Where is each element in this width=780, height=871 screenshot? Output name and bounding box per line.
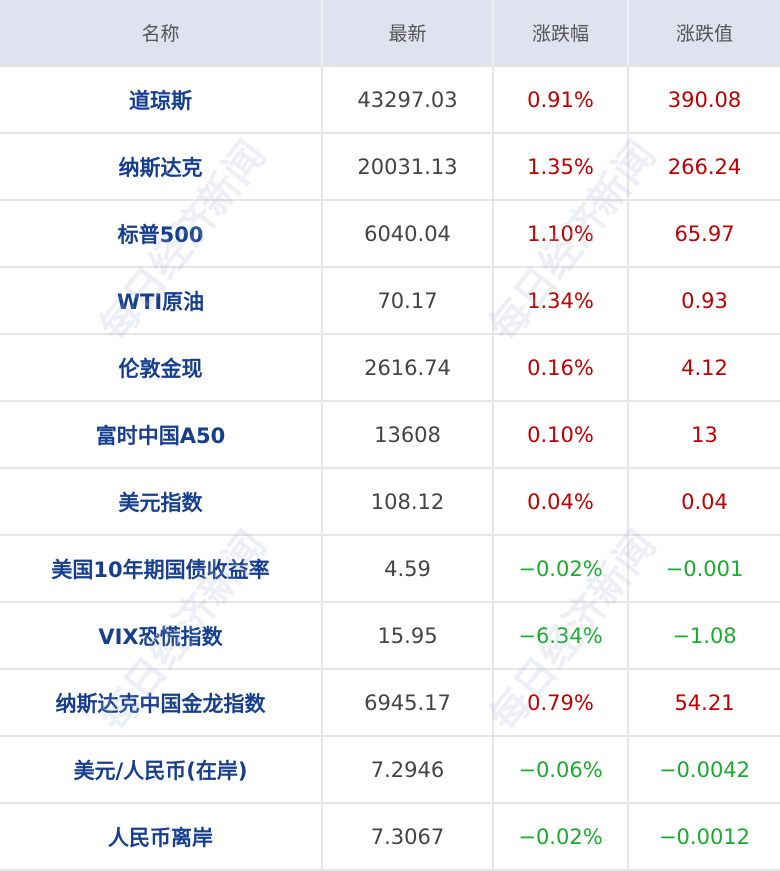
row-pct: −6.34%: [493, 602, 629, 670]
row-last: 13608: [322, 401, 494, 469]
row-last: 70.17: [322, 267, 494, 335]
row-pct: 1.10%: [493, 200, 629, 268]
row-chg: 54.21: [628, 669, 780, 737]
row-chg: −0.001: [628, 535, 780, 603]
row-last: 43297.03: [322, 66, 494, 134]
row-pct: −0.02%: [493, 535, 629, 603]
table-row: 美元/人民币(在岸) 7.2946 −0.06% −0.0042: [0, 736, 780, 804]
table-row: VIX恐慌指数 15.95 −6.34% −1.08: [0, 602, 780, 670]
row-last: 15.95: [322, 602, 494, 670]
header-last: 最新: [322, 0, 494, 67]
table-row: 富时中国A50 13608 0.10% 13: [0, 401, 780, 469]
table-row: 标普500 6040.04 1.10% 65.97: [0, 200, 780, 268]
row-name: 美元指数: [0, 468, 323, 536]
row-name: 美元/人民币(在岸): [0, 736, 323, 804]
table-header: 名称 最新 涨跌幅 涨跌值: [0, 0, 780, 67]
row-chg: 390.08: [628, 66, 780, 134]
row-name: 纳斯达克中国金龙指数: [0, 669, 323, 737]
row-last: 6040.04: [322, 200, 494, 268]
row-name: 富时中国A50: [0, 401, 323, 469]
row-last: 2616.74: [322, 334, 494, 402]
table-row: 伦敦金现 2616.74 0.16% 4.12: [0, 334, 780, 402]
row-last: 7.2946: [322, 736, 494, 804]
row-pct: −0.02%: [493, 803, 629, 871]
row-name: 纳斯达克: [0, 133, 323, 201]
row-pct: 1.34%: [493, 267, 629, 335]
row-name: 道琼斯: [0, 66, 323, 134]
row-last: 108.12: [322, 468, 494, 536]
row-last: 4.59: [322, 535, 494, 603]
table-row: WTI原油 70.17 1.34% 0.93: [0, 267, 780, 335]
row-chg: 65.97: [628, 200, 780, 268]
row-pct: −0.06%: [493, 736, 629, 804]
table-row: 美国10年期国债收益率 4.59 −0.02% −0.001: [0, 535, 780, 603]
row-name: WTI原油: [0, 267, 323, 335]
row-last: 6945.17: [322, 669, 494, 737]
table-row: 人民币离岸 7.3067 −0.02% −0.0012: [0, 803, 780, 871]
header-name: 名称: [0, 0, 323, 67]
row-chg: 0.93: [628, 267, 780, 335]
row-pct: 0.10%: [493, 401, 629, 469]
row-last: 20031.13: [322, 133, 494, 201]
row-name: 美国10年期国债收益率: [0, 535, 323, 603]
row-chg: 4.12: [628, 334, 780, 402]
row-name: 标普500: [0, 200, 323, 268]
header-pct: 涨跌幅: [493, 0, 629, 67]
row-pct: 1.35%: [493, 133, 629, 201]
row-chg: −0.0012: [628, 803, 780, 871]
row-chg: −1.08: [628, 602, 780, 670]
row-pct: 0.79%: [493, 669, 629, 737]
row-name: 人民币离岸: [0, 803, 323, 871]
row-pct: 0.16%: [493, 334, 629, 402]
row-last: 7.3067: [322, 803, 494, 871]
table-row: 纳斯达克 20031.13 1.35% 266.24: [0, 133, 780, 201]
table-row: 道琼斯 43297.03 0.91% 390.08: [0, 66, 780, 134]
row-chg: −0.0042: [628, 736, 780, 804]
table-row: 纳斯达克中国金龙指数 6945.17 0.79% 54.21: [0, 669, 780, 737]
row-pct: 0.91%: [493, 66, 629, 134]
header-chg: 涨跌值: [628, 0, 780, 67]
row-name: 伦敦金现: [0, 334, 323, 402]
row-pct: 0.04%: [493, 468, 629, 536]
row-chg: 0.04: [628, 468, 780, 536]
row-name: VIX恐慌指数: [0, 602, 323, 670]
row-chg: 13: [628, 401, 780, 469]
table-row: 美元指数 108.12 0.04% 0.04: [0, 468, 780, 536]
row-chg: 266.24: [628, 133, 780, 201]
